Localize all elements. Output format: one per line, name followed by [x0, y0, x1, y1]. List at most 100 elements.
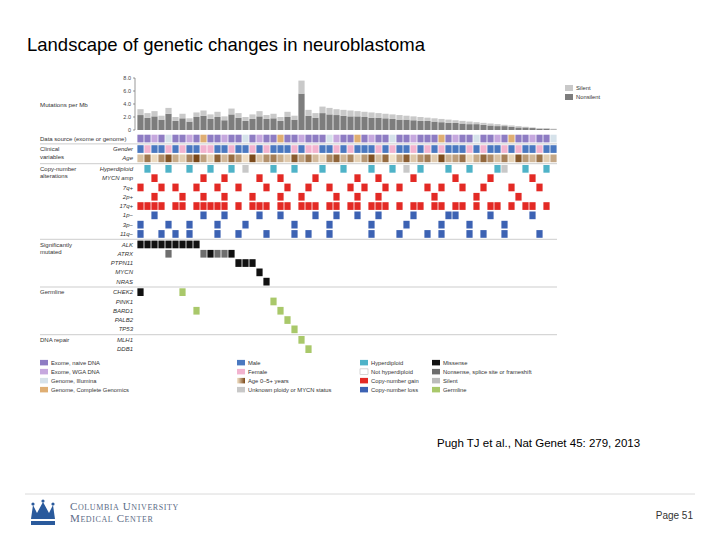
alteration [501, 165, 507, 173]
cell [459, 155, 465, 163]
cell [501, 145, 507, 153]
cell [459, 135, 465, 143]
bar [480, 123, 486, 125]
bar [165, 114, 171, 130]
cell [410, 155, 416, 163]
bar [298, 94, 304, 130]
alteration [410, 174, 416, 182]
bar [452, 120, 458, 123]
cell [298, 155, 304, 163]
alteration [410, 202, 416, 210]
bar [277, 117, 283, 121]
legend-label: Germline [443, 387, 467, 393]
bar [312, 113, 318, 118]
alteration [263, 278, 269, 286]
legend-swatch [360, 360, 368, 366]
alteration [298, 193, 304, 201]
cell [466, 155, 472, 163]
alteration [473, 193, 479, 201]
alteration [452, 212, 458, 220]
alteration [396, 184, 402, 192]
cell [242, 145, 248, 153]
alteration [424, 184, 430, 192]
group-label: Copy-numberalterations [40, 166, 76, 180]
cell [445, 135, 451, 143]
alteration [179, 193, 185, 201]
alteration [256, 174, 262, 182]
alteration [431, 202, 437, 210]
legend-swatch [40, 360, 48, 366]
alteration [361, 184, 367, 192]
cell [424, 135, 430, 143]
cell [445, 155, 451, 163]
alteration [466, 221, 472, 229]
group-label-line: Data source (exome or genome) [40, 136, 126, 142]
bar [340, 116, 346, 130]
cell [382, 145, 388, 153]
cell [305, 145, 311, 153]
alteration [508, 202, 514, 210]
alteration [151, 241, 157, 249]
group-label-line: alterations [40, 173, 68, 179]
row-cells [137, 202, 549, 210]
bar [361, 112, 367, 117]
alteration [172, 184, 178, 192]
cell [172, 135, 178, 143]
cell [291, 155, 297, 163]
cell [410, 135, 416, 143]
cell [459, 145, 465, 153]
cell [326, 135, 332, 143]
bar [396, 115, 402, 120]
alteration [277, 174, 283, 182]
bar [522, 127, 528, 130]
bar [487, 125, 493, 130]
legend-swatch [40, 387, 48, 393]
alteration [410, 212, 416, 220]
bar [235, 113, 241, 118]
row-label: 1p− [123, 212, 134, 218]
bar [221, 120, 227, 130]
row-cells [137, 184, 542, 192]
bar [200, 116, 206, 130]
cell [543, 145, 549, 153]
alteration [291, 221, 297, 229]
alteration [522, 165, 528, 173]
cell [550, 145, 556, 153]
alteration [277, 193, 283, 201]
cell [347, 135, 353, 143]
cell [466, 145, 472, 153]
cell [284, 135, 290, 143]
cell [193, 155, 199, 163]
group-label: DNA repair [40, 337, 69, 343]
cell [403, 145, 409, 153]
row-label: 17q+ [119, 203, 133, 209]
alteration [137, 230, 143, 238]
cell [186, 145, 192, 153]
cell [249, 155, 255, 163]
bar [284, 117, 290, 130]
oncoprint: Data source (exome or genome)GenderAgeCl… [40, 135, 557, 393]
alteration [242, 221, 248, 229]
cell [536, 145, 542, 153]
cell [144, 155, 150, 163]
bar [256, 116, 262, 130]
alteration [501, 221, 507, 229]
alteration [193, 241, 199, 249]
alteration [298, 202, 304, 210]
bar [193, 112, 199, 117]
cell [389, 145, 395, 153]
cell [214, 145, 220, 153]
legend-label: Copy-number loss [371, 387, 418, 393]
cell [515, 145, 521, 153]
alteration [480, 230, 486, 238]
alteration [235, 259, 241, 267]
bar [165, 108, 171, 114]
bar [501, 125, 507, 126]
alteration [452, 174, 458, 182]
legend-label: Male [248, 360, 261, 366]
bar [375, 118, 381, 130]
legend-label: Missense [443, 360, 467, 366]
row-label: Hyperdiploid [100, 166, 134, 172]
alteration [445, 165, 451, 173]
bar [214, 117, 220, 130]
